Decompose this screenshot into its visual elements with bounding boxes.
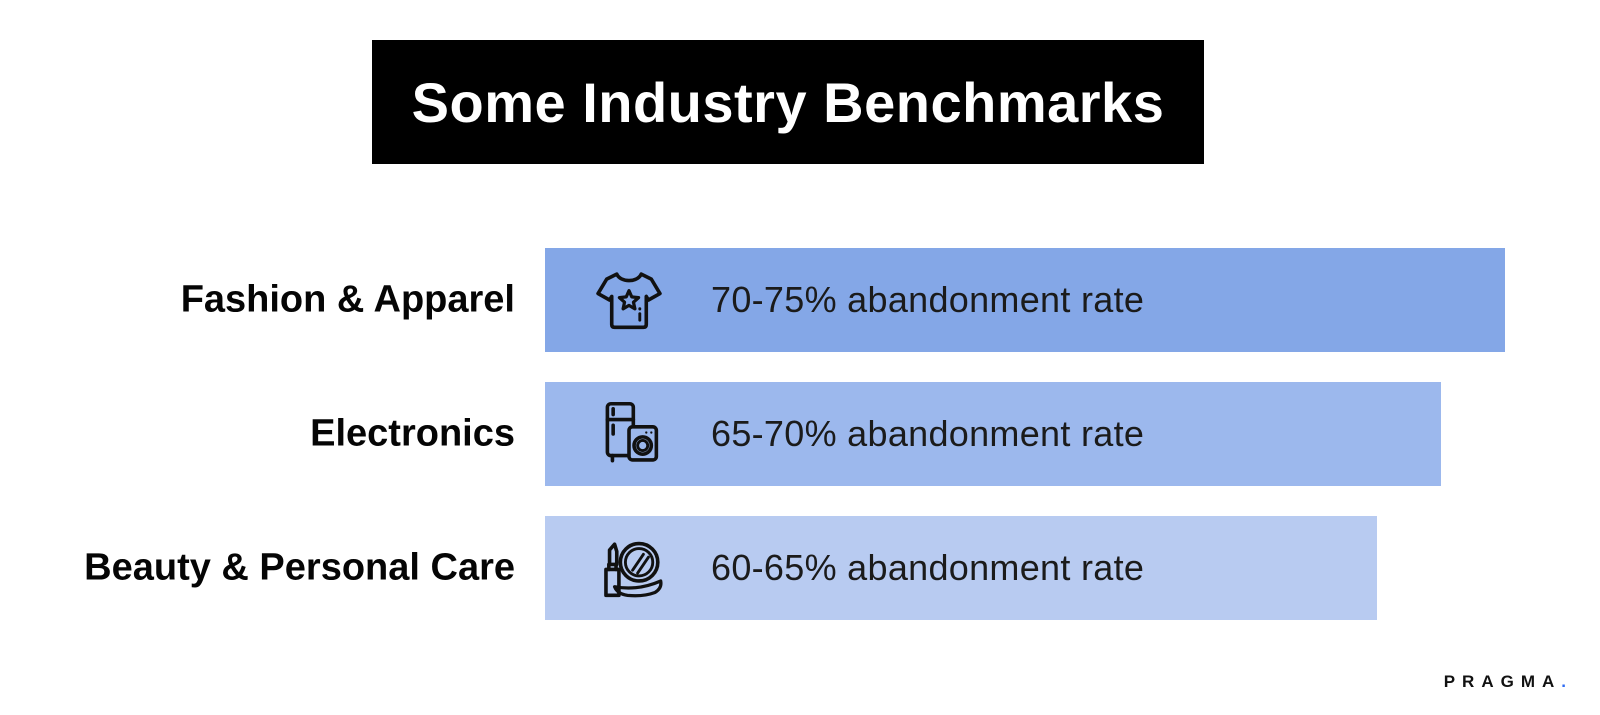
- category-label: Fashion & Apparel: [180, 278, 515, 321]
- title-banner: Some Industry Benchmarks: [372, 40, 1204, 164]
- bar-fashion: 70-75% abandonment rate: [545, 248, 1505, 352]
- page-title: Some Industry Benchmarks: [411, 70, 1165, 134]
- category-label: Beauty & Personal Care: [84, 546, 515, 589]
- benchmark-row-beauty: Beauty & Personal Care 60-65% abandonmen…: [0, 516, 1600, 620]
- rate-value-label: 65-70% abandonment rate: [711, 413, 1145, 454]
- category-label: Electronics: [310, 412, 515, 455]
- benchmark-row-electronics: Electronics 65-70% abandonment rate: [0, 382, 1600, 486]
- rate-value-label: 60-65% abandonment rate: [711, 547, 1145, 588]
- benchmark-row-fashion: Fashion & Apparel 70-75% abandonment rat…: [0, 248, 1600, 352]
- appliances-icon: [593, 398, 665, 470]
- bar-electronics: 65-70% abandonment rate: [545, 382, 1441, 486]
- lipstick-mirror-icon: [593, 532, 665, 604]
- brand-dot: .: [1561, 672, 1566, 691]
- rate-value-label: 70-75% abandonment rate: [711, 279, 1145, 320]
- bar-beauty: 60-65% abandonment rate: [545, 516, 1377, 620]
- tshirt-icon: [593, 264, 665, 336]
- brand-name: PRAGMA: [1443, 672, 1562, 691]
- brand-logo: PRAGMA.: [1444, 672, 1566, 692]
